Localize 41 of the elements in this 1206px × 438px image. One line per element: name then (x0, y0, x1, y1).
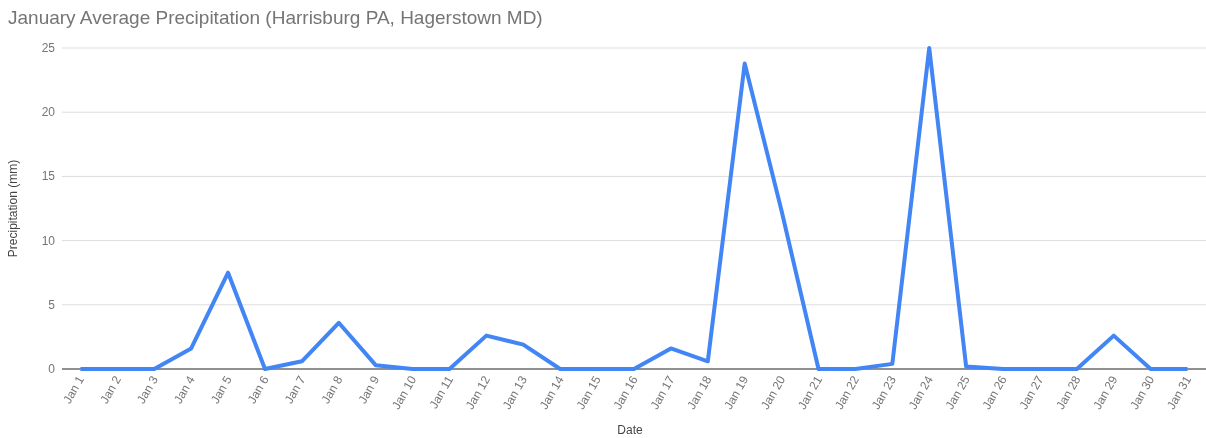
x-tick-label: Jan 17 (647, 373, 678, 412)
x-tick-label: Jan 18 (684, 373, 715, 412)
x-tick-label: Jan 13 (499, 373, 531, 412)
x-tick-label: Jan 21 (794, 373, 826, 412)
x-tick-label: Jan 16 (610, 373, 641, 412)
x-tick-label: Jan 28 (1053, 373, 1084, 412)
x-tick-label: Jan 25 (942, 373, 973, 412)
x-tick-label: Jan 26 (979, 373, 1010, 412)
x-tick-label: Jan 15 (573, 373, 604, 412)
y-tick-label: 0 (48, 362, 56, 376)
x-tick-label: Jan 9 (355, 373, 383, 406)
x-tick-label: Jan 22 (831, 373, 863, 412)
y-tick-label: 20 (41, 105, 56, 120)
x-tick-label: Jan 12 (462, 373, 494, 412)
y-tick-label: 25 (41, 41, 56, 55)
x-tick-label: Jan 27 (1016, 373, 1047, 412)
x-tick-label: Jan 2 (97, 373, 125, 406)
x-tick-label: Jan 29 (1090, 373, 1121, 412)
x-tick-label: Jan 19 (721, 373, 752, 412)
x-tick-label: Jan 3 (134, 373, 162, 406)
x-tick-label: Jan 24 (905, 373, 936, 412)
x-tick-label: Jan 30 (1127, 373, 1158, 412)
chart-title: January Average Precipitation (Harrisburg PA, Hagerstown MD) (8, 7, 543, 28)
x-tick-label: Jan 11 (426, 373, 457, 411)
y-tick-label: 15 (41, 169, 56, 184)
x-tick-label: Jan 7 (281, 373, 309, 406)
x-tick-label: Jan 10 (389, 373, 420, 412)
y-axis-title: Precipitation (mm) (6, 159, 20, 258)
y-tick-label: 10 (41, 233, 56, 248)
x-axis-title: Date (617, 423, 643, 437)
x-tick-label: Jan 31 (1164, 373, 1195, 412)
x-tick-label: Jan 8 (318, 373, 346, 406)
x-tick-label: Jan 5 (207, 373, 235, 406)
x-tick-label: Jan 4 (170, 373, 198, 406)
x-tick-label: Jan 6 (244, 373, 272, 406)
x-tick-label: Jan 23 (868, 373, 900, 412)
x-tick-label: Jan 1 (60, 373, 88, 406)
line-series (78, 46, 1190, 371)
x-tick-label: Jan 20 (758, 373, 789, 412)
x-tick-label: Jan 14 (536, 373, 567, 412)
y-tick-label: 5 (48, 297, 56, 312)
